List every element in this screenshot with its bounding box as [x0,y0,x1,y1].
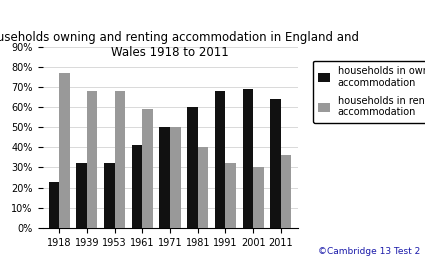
Bar [215,91,225,228]
Bar [115,91,125,228]
Bar [243,89,253,228]
Bar [104,163,115,228]
Bar [59,73,70,228]
Bar [132,145,142,228]
Bar [87,91,97,228]
Bar [170,127,181,228]
Bar [76,163,87,228]
Text: ©Cambridge 13 Test 2: ©Cambridge 13 Test 2 [318,247,421,256]
Text: Households owning and renting accommodation in England and
Wales 1918 to 2011: Households owning and renting accommodat… [0,31,359,59]
Bar [281,155,292,228]
Bar [270,99,281,228]
Legend: households in owned
accommodation, households in rented
accommodation: households in owned accommodation, house… [312,61,425,123]
Bar [198,147,208,228]
Bar [187,107,198,228]
Bar [142,109,153,228]
Bar [159,127,170,228]
Bar [48,182,59,228]
Bar [253,168,264,228]
Bar [225,163,236,228]
